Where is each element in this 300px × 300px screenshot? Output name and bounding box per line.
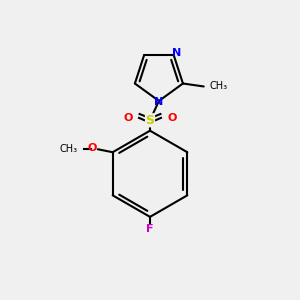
Text: CH₃: CH₃ <box>60 144 78 154</box>
Text: F: F <box>146 224 154 234</box>
Text: N: N <box>154 98 163 107</box>
Text: O: O <box>87 143 97 153</box>
Text: N: N <box>172 48 181 58</box>
Text: CH₃: CH₃ <box>209 82 227 92</box>
Text: O: O <box>124 113 133 123</box>
Text: S: S <box>146 114 154 127</box>
Text: O: O <box>167 113 176 123</box>
